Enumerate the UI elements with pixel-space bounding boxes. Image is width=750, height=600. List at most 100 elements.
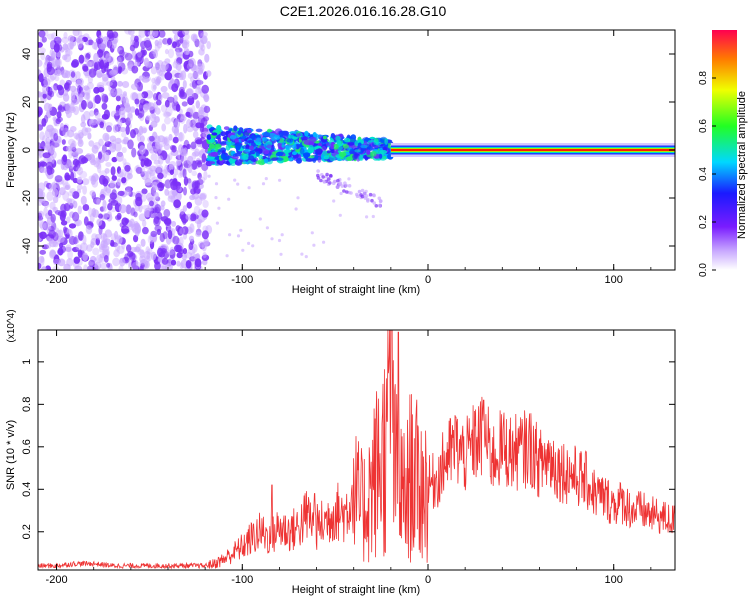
heatmap-cell	[228, 233, 232, 237]
heatmap-cell	[192, 151, 200, 157]
heatmap-cell	[39, 191, 46, 199]
heatmap-cell	[119, 257, 126, 267]
heatmap-cell	[340, 184, 345, 188]
heatmap-cell	[201, 209, 209, 218]
heatmap-cell	[83, 57, 89, 63]
heatmap-cell	[229, 135, 237, 140]
spectrogram-xlabel: Height of straight line (km)	[292, 284, 420, 296]
heatmap-cell	[41, 36, 47, 43]
heatmap-cell	[198, 48, 205, 56]
heatmap-cell	[139, 259, 147, 265]
heatmap-cell	[186, 143, 191, 150]
snr-ytick-label: 0.4	[21, 482, 33, 497]
spectrogram-xtick-label: -100	[231, 274, 253, 286]
heatmap-cell	[110, 76, 116, 82]
heatmap-cell	[325, 142, 330, 147]
heatmap-cell	[163, 111, 172, 117]
heatmap-cell	[118, 107, 126, 116]
heatmap-cell	[125, 186, 133, 192]
heatmap-cell	[75, 71, 81, 79]
heatmap-cell	[72, 30, 80, 37]
heatmap-cell	[154, 62, 160, 68]
heatmap-cell	[248, 145, 254, 151]
heatmap-cell	[234, 152, 241, 157]
heatmap-cell	[43, 114, 49, 124]
heatmap-cell	[374, 204, 379, 208]
heatmap-cell	[135, 196, 143, 207]
heatmap-cell	[61, 72, 68, 79]
heatmap-cell	[163, 137, 169, 144]
heatmap-cell	[40, 51, 46, 61]
heatmap-cell	[187, 164, 193, 174]
heatmap-cell	[286, 138, 294, 143]
heatmap-cell	[127, 112, 133, 122]
heatmap-cell	[234, 159, 243, 166]
heatmap-cell	[83, 92, 90, 100]
heatmap-cell	[106, 211, 112, 218]
heatmap-cell	[214, 143, 222, 150]
heatmap-cell	[142, 127, 147, 134]
snr-ytick-label: 0.6	[21, 439, 33, 454]
heatmap-cell	[78, 43, 84, 51]
spectrogram-xtick-label: 0	[425, 274, 431, 286]
heatmap-cell	[76, 176, 83, 184]
heatmap-cell	[55, 118, 61, 125]
heatmap-cell	[38, 91, 41, 98]
heatmap-cell	[66, 145, 73, 152]
heatmap-cell	[181, 253, 187, 261]
heatmap-cell	[99, 121, 104, 129]
heatmap-cell	[63, 263, 71, 270]
spectrogram-ytick-label: -20	[21, 190, 33, 206]
heatmap-cell	[61, 139, 66, 145]
heatmap-cell	[236, 234, 241, 238]
heatmap-cell	[162, 38, 169, 45]
heatmap-cell	[190, 251, 197, 261]
heatmap-cell	[195, 159, 203, 165]
heatmap-cell	[150, 230, 158, 238]
heatmap-cell	[70, 90, 76, 101]
heatmap-cell	[50, 58, 59, 67]
heatmap-cell	[94, 94, 101, 105]
heatmap-cell	[124, 52, 133, 61]
heatmap-cell	[153, 216, 160, 225]
heatmap-cell	[191, 104, 196, 115]
heatmap-cell	[52, 265, 60, 270]
heatmap-cell	[201, 242, 207, 252]
heatmap-cell	[115, 95, 121, 102]
heatmap-cell	[192, 111, 200, 120]
heatmap-cell	[98, 151, 103, 160]
heatmap-cell	[38, 124, 44, 131]
heatmap-cell	[245, 144, 250, 150]
heatmap-cell	[157, 155, 164, 165]
heatmap-cell	[143, 209, 150, 218]
heatmap-cell	[76, 184, 83, 190]
heatmap-cell	[44, 30, 49, 37]
heatmap-cell	[305, 158, 314, 162]
heatmap-cell	[99, 243, 106, 250]
heatmap-cell	[56, 159, 63, 165]
snr-xtick-label: -100	[231, 574, 253, 586]
heatmap-cell	[239, 228, 243, 232]
snr-ytick-label: 0.2	[21, 524, 33, 539]
heatmap-cell	[156, 99, 162, 106]
heatmap-cell	[62, 164, 68, 171]
heatmap-cell	[157, 93, 163, 102]
heatmap-cell	[57, 235, 65, 243]
heatmap-cell	[186, 155, 194, 165]
heatmap-cell	[43, 78, 51, 87]
heatmap-cell	[181, 226, 189, 235]
heatmap-cell	[339, 151, 347, 158]
heatmap-cell	[63, 31, 68, 39]
heatmap-cell	[273, 135, 281, 140]
heatmap-cell	[38, 262, 42, 269]
heatmap-cell	[115, 137, 122, 144]
heatmap-cell	[202, 200, 209, 208]
heatmap-cell	[163, 209, 171, 218]
heatmap-cell	[117, 56, 122, 67]
colorbar: 0.0 0.2 0.4 0.6 0.8 Normalized spectral ampl…	[698, 30, 748, 277]
heatmap-cell	[152, 30, 159, 38]
heatmap-cell	[325, 172, 329, 177]
heatmap-cell	[95, 237, 101, 246]
heatmap-cell	[279, 252, 283, 256]
heatmap-cell	[158, 30, 166, 38]
